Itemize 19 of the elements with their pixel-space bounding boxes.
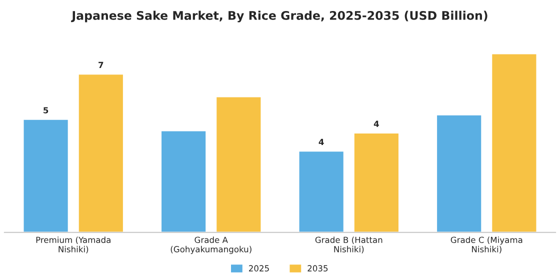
bar [215, 96, 262, 232]
legend-label: 2035 [308, 265, 328, 272]
bar [490, 52, 538, 232]
legend-label: 2025 [248, 265, 269, 272]
bar [298, 150, 345, 232]
bar [160, 130, 207, 232]
bar [22, 118, 70, 232]
data-label: 7 [98, 62, 104, 68]
bar [77, 73, 124, 232]
x-tick-label: Grade C (Miyama Nishiki) [450, 236, 522, 254]
data-label: 5 [44, 107, 48, 114]
x-tick-label: Grade B (Hattan Nishiki) [315, 236, 382, 254]
chart-title: Japanese Sake Market, By Rice Grade, 2025-2035 (USD Billion) [71, 10, 488, 22]
data-label: 4 [318, 138, 324, 145]
data-label: 4 [374, 120, 379, 127]
bar [436, 114, 483, 232]
x-tick-label: Premium (Yamada Nishiki) [36, 236, 110, 254]
x-tick-label: Grade A (Gohyakumangoku) [170, 236, 252, 254]
bar [353, 132, 400, 232]
